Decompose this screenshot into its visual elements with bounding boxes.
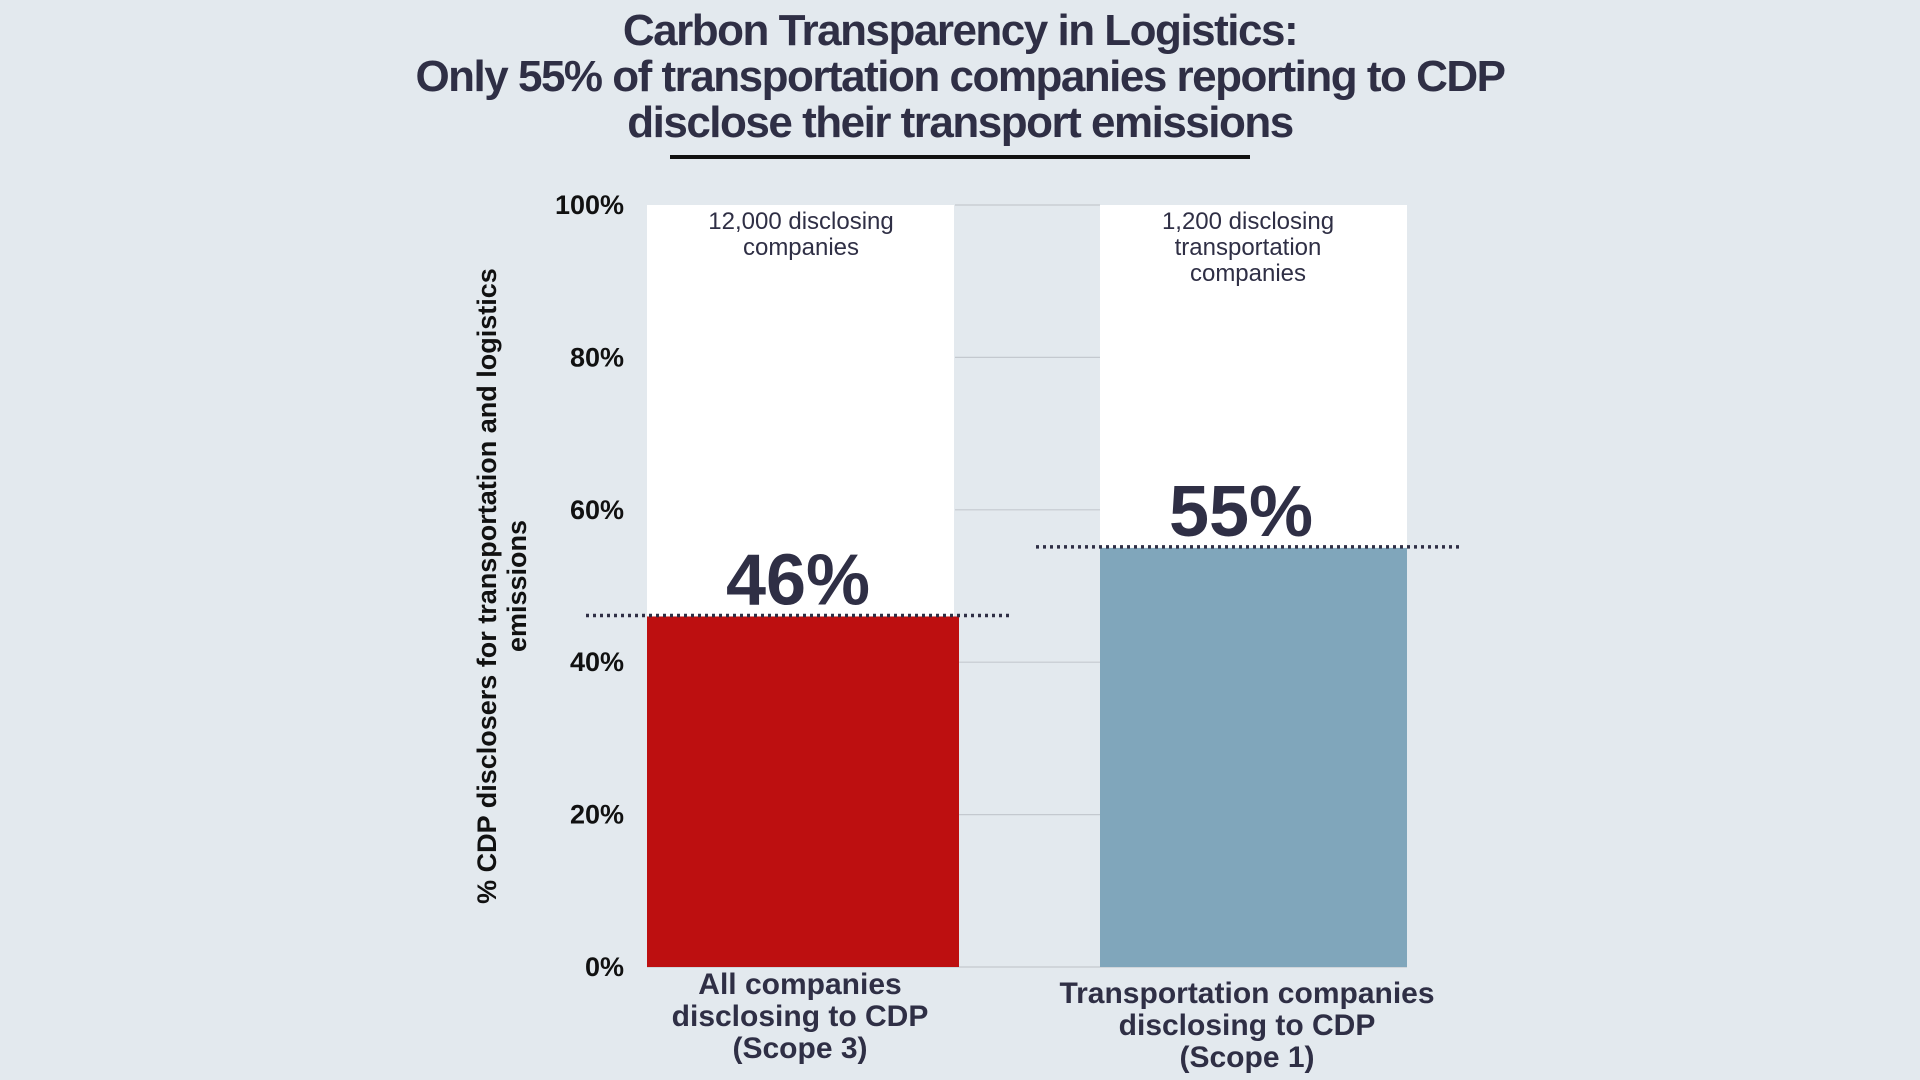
y-tick-label: 80%	[570, 342, 624, 372]
x-category-label: All companies	[698, 968, 901, 1001]
y-tick-label: 40%	[570, 647, 624, 677]
title-underline	[670, 155, 1250, 159]
bar	[1100, 547, 1407, 967]
x-category-label: (Scope 3)	[732, 1032, 867, 1065]
value-label: 55%	[1169, 472, 1313, 552]
bar-note-text: transportation	[1175, 234, 1322, 261]
chart-title-line: disclose their transport emissions	[627, 98, 1294, 147]
y-axis-label: emissions	[502, 520, 532, 652]
y-tick-label: 0%	[585, 952, 624, 982]
y-axis-label: % CDP disclosers for transportation and …	[472, 268, 502, 904]
x-category-label: disclosing to CDP	[672, 1000, 929, 1033]
y-tick-label: 100%	[555, 190, 624, 220]
bar-note-text: 1,200 disclosing	[1162, 208, 1334, 235]
value-label: 46%	[726, 540, 870, 620]
chart-title-line: Carbon Transparency in Logistics:	[622, 6, 1299, 55]
bar-note-text: 12,000 disclosing	[708, 208, 893, 235]
x-category-label: (Scope 1)	[1179, 1041, 1314, 1074]
bar	[647, 616, 959, 967]
x-category-label: disclosing to CDP	[1119, 1009, 1376, 1042]
y-tick-label: 60%	[570, 495, 624, 525]
x-category-label: Transportation companies	[1059, 977, 1434, 1010]
chart-title-line: Only 55% of transportation companies rep…	[415, 52, 1506, 101]
bar-note-text: companies	[743, 234, 859, 261]
bar-note-text: companies	[1190, 260, 1306, 287]
y-tick-label: 20%	[570, 800, 624, 830]
chart-title: Carbon Transparency in Logistics: Only 5…	[0, 8, 1920, 146]
